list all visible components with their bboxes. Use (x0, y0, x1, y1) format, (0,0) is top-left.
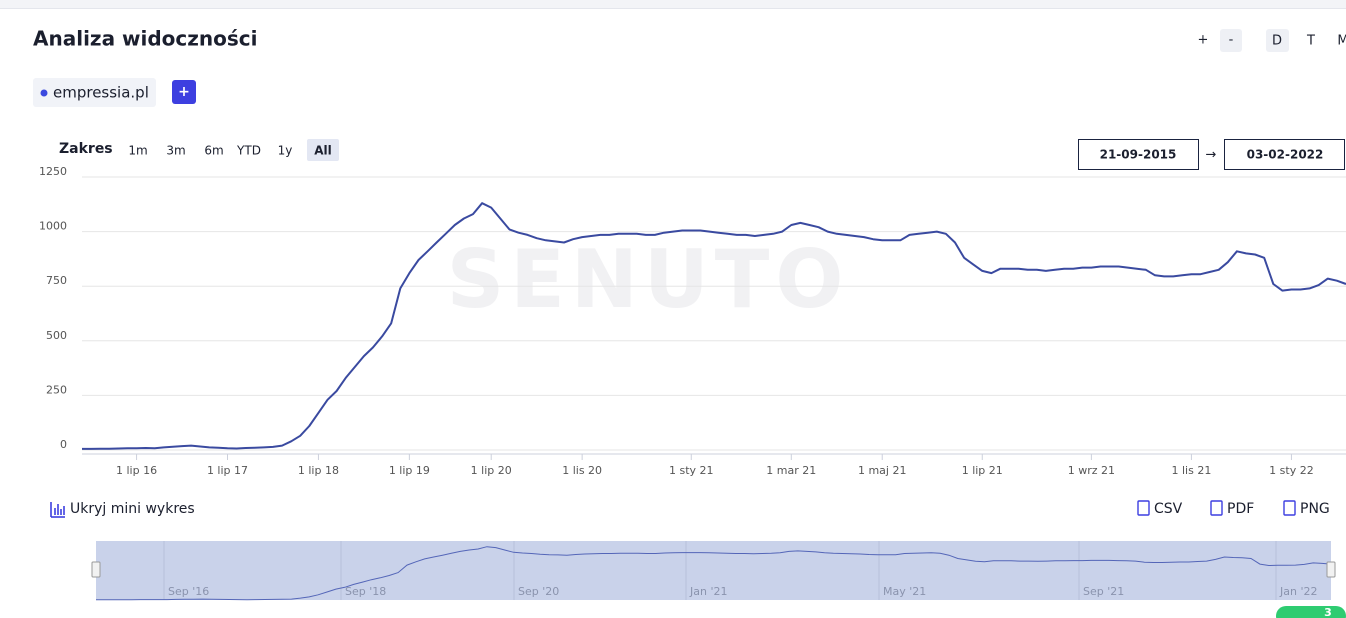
domain-chip[interactable] (33, 78, 156, 107)
toggle-mini-chart[interactable]: Ukryj mini wykres (70, 501, 195, 517)
range-button[interactable]: 1y (278, 144, 293, 158)
view-button[interactable]: T (1306, 34, 1315, 49)
visibility-line (82, 202, 1346, 450)
x-tick-label: 1 lip 16 (116, 464, 157, 477)
export-icon[interactable] (1283, 500, 1296, 516)
navigator-label: Sep '16 (168, 585, 209, 598)
navigator-window (96, 541, 1331, 600)
navigator-label: Sep '21 (1083, 585, 1124, 598)
view-button[interactable]: D (1272, 34, 1282, 49)
x-tick-label: 1 maj 21 (858, 464, 907, 477)
x-tick-label: 1 lip 18 (298, 464, 339, 477)
badge-count[interactable]: 3 (1324, 606, 1332, 618)
x-tick-label: 1 lip 19 (389, 464, 430, 477)
domain-label[interactable]: empressia.pl (53, 84, 149, 102)
export-button[interactable]: PNG (1300, 501, 1330, 517)
range-button[interactable]: All (314, 144, 332, 158)
date-to-box[interactable] (1224, 139, 1345, 170)
page-title: Analiza widoczności (33, 27, 258, 51)
add-domain-button[interactable] (172, 80, 196, 104)
date-from[interactable]: 21-09-2015 (1100, 148, 1177, 162)
navigator-label: Sep '20 (518, 585, 559, 598)
range-button[interactable]: 6m (204, 144, 223, 158)
zoom-button-bg[interactable] (1220, 29, 1242, 52)
export-button[interactable]: CSV (1154, 501, 1183, 517)
y-tick-label: 250 (46, 383, 67, 396)
range-button-bg[interactable] (307, 139, 339, 161)
export-button[interactable]: PDF (1227, 501, 1254, 517)
add-domain-label[interactable]: + (178, 84, 190, 100)
export-icon[interactable] (1137, 500, 1150, 516)
x-tick-label: 1 lip 21 (962, 464, 1003, 477)
x-tick-label: 1 lis 20 (562, 464, 602, 477)
export-icon[interactable] (1210, 500, 1223, 516)
range-button[interactable]: 1m (128, 144, 147, 158)
range-button[interactable]: 3m (166, 144, 185, 158)
x-tick-label: 1 sty 21 (669, 464, 714, 477)
x-tick-label: 1 lip 17 (207, 464, 248, 477)
y-tick-label: 1250 (39, 165, 67, 178)
badge[interactable] (1276, 606, 1346, 618)
watermark: SENUTO (447, 233, 850, 326)
y-tick-label: 1000 (39, 220, 67, 233)
date-arrow: → (1206, 148, 1217, 163)
view-button[interactable]: M (1337, 34, 1346, 49)
domain-dot (40, 89, 48, 97)
navigator-label: Sep '18 (345, 585, 386, 598)
y-tick-label: 500 (46, 329, 67, 342)
navigator-handle[interactable] (1326, 561, 1336, 578)
navigator-line (96, 546, 1332, 601)
x-tick-label: 1 mar 21 (766, 464, 816, 477)
top-strip (0, 0, 1346, 8)
range-label: Zakres (59, 141, 113, 157)
view-button-bg[interactable] (1266, 29, 1289, 52)
navigator-label: May '21 (883, 585, 926, 598)
x-tick-label: 1 sty 22 (1269, 464, 1314, 477)
zoom-button[interactable]: + (1198, 33, 1209, 48)
toggle-icon[interactable] (50, 502, 65, 518)
date-from-box[interactable] (1078, 139, 1199, 170)
y-tick-label: 0 (60, 438, 67, 451)
y-tick-label: 750 (46, 274, 67, 287)
x-tick-label: 1 lip 20 (471, 464, 512, 477)
navigator-label: Jan '21 (689, 585, 727, 598)
range-button[interactable]: YTD (236, 144, 261, 158)
navigator-label: Jan '22 (1279, 585, 1317, 598)
x-tick-label: 1 lis 21 (1171, 464, 1211, 477)
date-to[interactable]: 03-02-2022 (1247, 148, 1324, 162)
zoom-button[interactable]: - (1229, 33, 1234, 48)
navigator-handle[interactable] (91, 561, 101, 578)
x-tick-label: 1 wrz 21 (1068, 464, 1115, 477)
